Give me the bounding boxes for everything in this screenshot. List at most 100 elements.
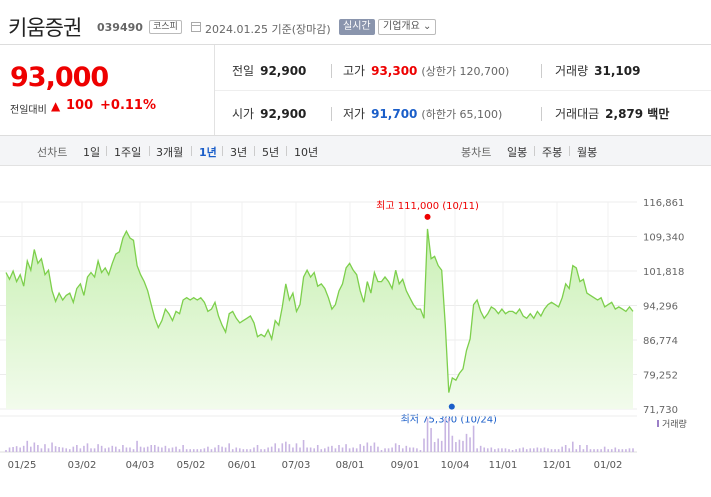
volume-bar xyxy=(146,446,149,452)
volume-bar xyxy=(93,448,96,452)
volume-bar xyxy=(324,448,326,452)
volume-bar xyxy=(522,447,524,452)
volume-bar xyxy=(366,442,369,452)
x-tick-label: 10/04 xyxy=(441,460,470,471)
volume-bar xyxy=(370,445,372,452)
volume-bar xyxy=(554,449,556,452)
company-overview-button[interactable]: 기업개요 ⌄ xyxy=(378,19,437,35)
volume-bar xyxy=(231,449,234,452)
price-area xyxy=(6,228,633,409)
volume-bar xyxy=(380,450,383,452)
volume-bar xyxy=(214,447,216,452)
volume-bar xyxy=(129,447,131,452)
divider xyxy=(0,135,711,136)
volume-bar xyxy=(192,449,195,452)
high-marker xyxy=(424,213,431,220)
calendar-icon xyxy=(191,22,201,32)
volume-bar xyxy=(334,448,337,452)
volume-bar xyxy=(490,447,493,452)
volume-bar xyxy=(352,447,354,452)
volume-bar xyxy=(426,418,429,452)
stat-value: 2,879 백만 xyxy=(605,107,670,121)
volume-bar xyxy=(362,445,365,452)
volume-bar xyxy=(501,448,503,452)
candle-daily[interactable]: 일봉 xyxy=(507,146,528,159)
volume-bar xyxy=(285,441,287,452)
volume-bar xyxy=(564,445,567,452)
separator xyxy=(541,64,542,78)
volume-bar xyxy=(189,449,192,452)
volume-bar xyxy=(238,448,241,452)
separator xyxy=(286,146,287,156)
candle-chart-label[interactable]: 봉차트 xyxy=(461,146,492,159)
stock-name: 키움증권 xyxy=(8,16,82,40)
y-tick-label: 79,252 xyxy=(643,371,678,382)
volume-bar xyxy=(196,449,199,452)
candle-weekly[interactable]: 주봉 xyxy=(542,146,563,159)
volume-bar xyxy=(203,448,206,452)
price-box: 93,000 전일대비 ▲ 100 +0.11% xyxy=(0,45,215,135)
volume-bar xyxy=(511,450,514,452)
volume-bar xyxy=(497,448,500,452)
volume-bar xyxy=(575,449,578,452)
volume-bar xyxy=(444,418,447,452)
volume-bar xyxy=(618,449,620,452)
volume-bar xyxy=(246,449,248,452)
volume-bar xyxy=(5,450,7,452)
volume-bar xyxy=(440,440,443,452)
volume-bar xyxy=(596,449,599,452)
volume-bar xyxy=(455,442,457,452)
separator xyxy=(149,146,150,156)
y-tick-label: 71,730 xyxy=(643,405,678,416)
period-10y[interactable]: 10년 xyxy=(294,146,319,159)
stat-label: 고가 xyxy=(343,64,366,78)
x-tick-label: 04/03 xyxy=(126,460,155,471)
volume-bar xyxy=(122,445,124,452)
stat-value: 92,900 xyxy=(260,64,307,78)
volume-bar xyxy=(412,447,415,452)
volume-bar xyxy=(462,440,464,452)
price-chart-svg[interactable]: 116,861 109,340 101,818 94,296 86,774 79,252 7… xyxy=(0,166,711,493)
volume-bar xyxy=(561,446,563,452)
realtime-button[interactable]: 실시간 xyxy=(339,19,375,35)
x-tick-label: 05/02 xyxy=(177,460,206,471)
volume-bar xyxy=(253,447,255,452)
separator xyxy=(569,146,570,156)
volume-bar xyxy=(359,444,362,452)
price-chart[interactable]: 116,861 109,340 101,818 94,296 86,774 79,252 7… xyxy=(0,166,711,493)
volume-bar xyxy=(274,443,277,452)
volume-bar xyxy=(313,448,315,452)
volume-bar xyxy=(391,447,393,452)
volume-bar xyxy=(518,448,521,452)
stat-value: 31,109 xyxy=(594,64,641,78)
volume-bar xyxy=(12,447,14,452)
stat-volume: 거래량 31,109 xyxy=(555,62,640,79)
volume-legend: 거래량 xyxy=(662,418,687,430)
volume-bar xyxy=(157,446,160,452)
stat-label: 거래량 xyxy=(555,64,589,78)
volume-bar xyxy=(394,443,397,452)
volume-bar xyxy=(621,449,624,452)
line-chart-label[interactable]: 선차트 xyxy=(37,146,68,159)
volume-bar xyxy=(309,447,312,452)
separator xyxy=(331,64,332,78)
volume-bar xyxy=(104,448,106,452)
period-3y[interactable]: 3년 xyxy=(230,146,248,159)
period-bar: 선차트 1일 1주일 3개월 1년 3년 5년 10년 봉차트 일봉 주봉 월봉 xyxy=(0,136,711,166)
volume-bar xyxy=(143,447,145,452)
period-3m[interactable]: 3개월 xyxy=(156,146,184,159)
candle-monthly[interactable]: 월봉 xyxy=(577,146,598,159)
volume-bar xyxy=(345,444,347,452)
volume-bar xyxy=(153,445,156,452)
volume-bar xyxy=(338,445,340,452)
volume-bar xyxy=(306,447,308,452)
volume-bar xyxy=(327,446,330,452)
period-1d[interactable]: 1일 xyxy=(83,146,101,159)
volume-bar xyxy=(465,433,468,452)
volume-bar xyxy=(37,445,39,452)
volume-bar xyxy=(423,438,425,452)
period-5y[interactable]: 5년 xyxy=(262,146,280,159)
period-1y[interactable]: 1년 xyxy=(199,146,217,159)
volume-bar xyxy=(118,449,121,452)
period-1w[interactable]: 1주일 xyxy=(114,146,142,159)
